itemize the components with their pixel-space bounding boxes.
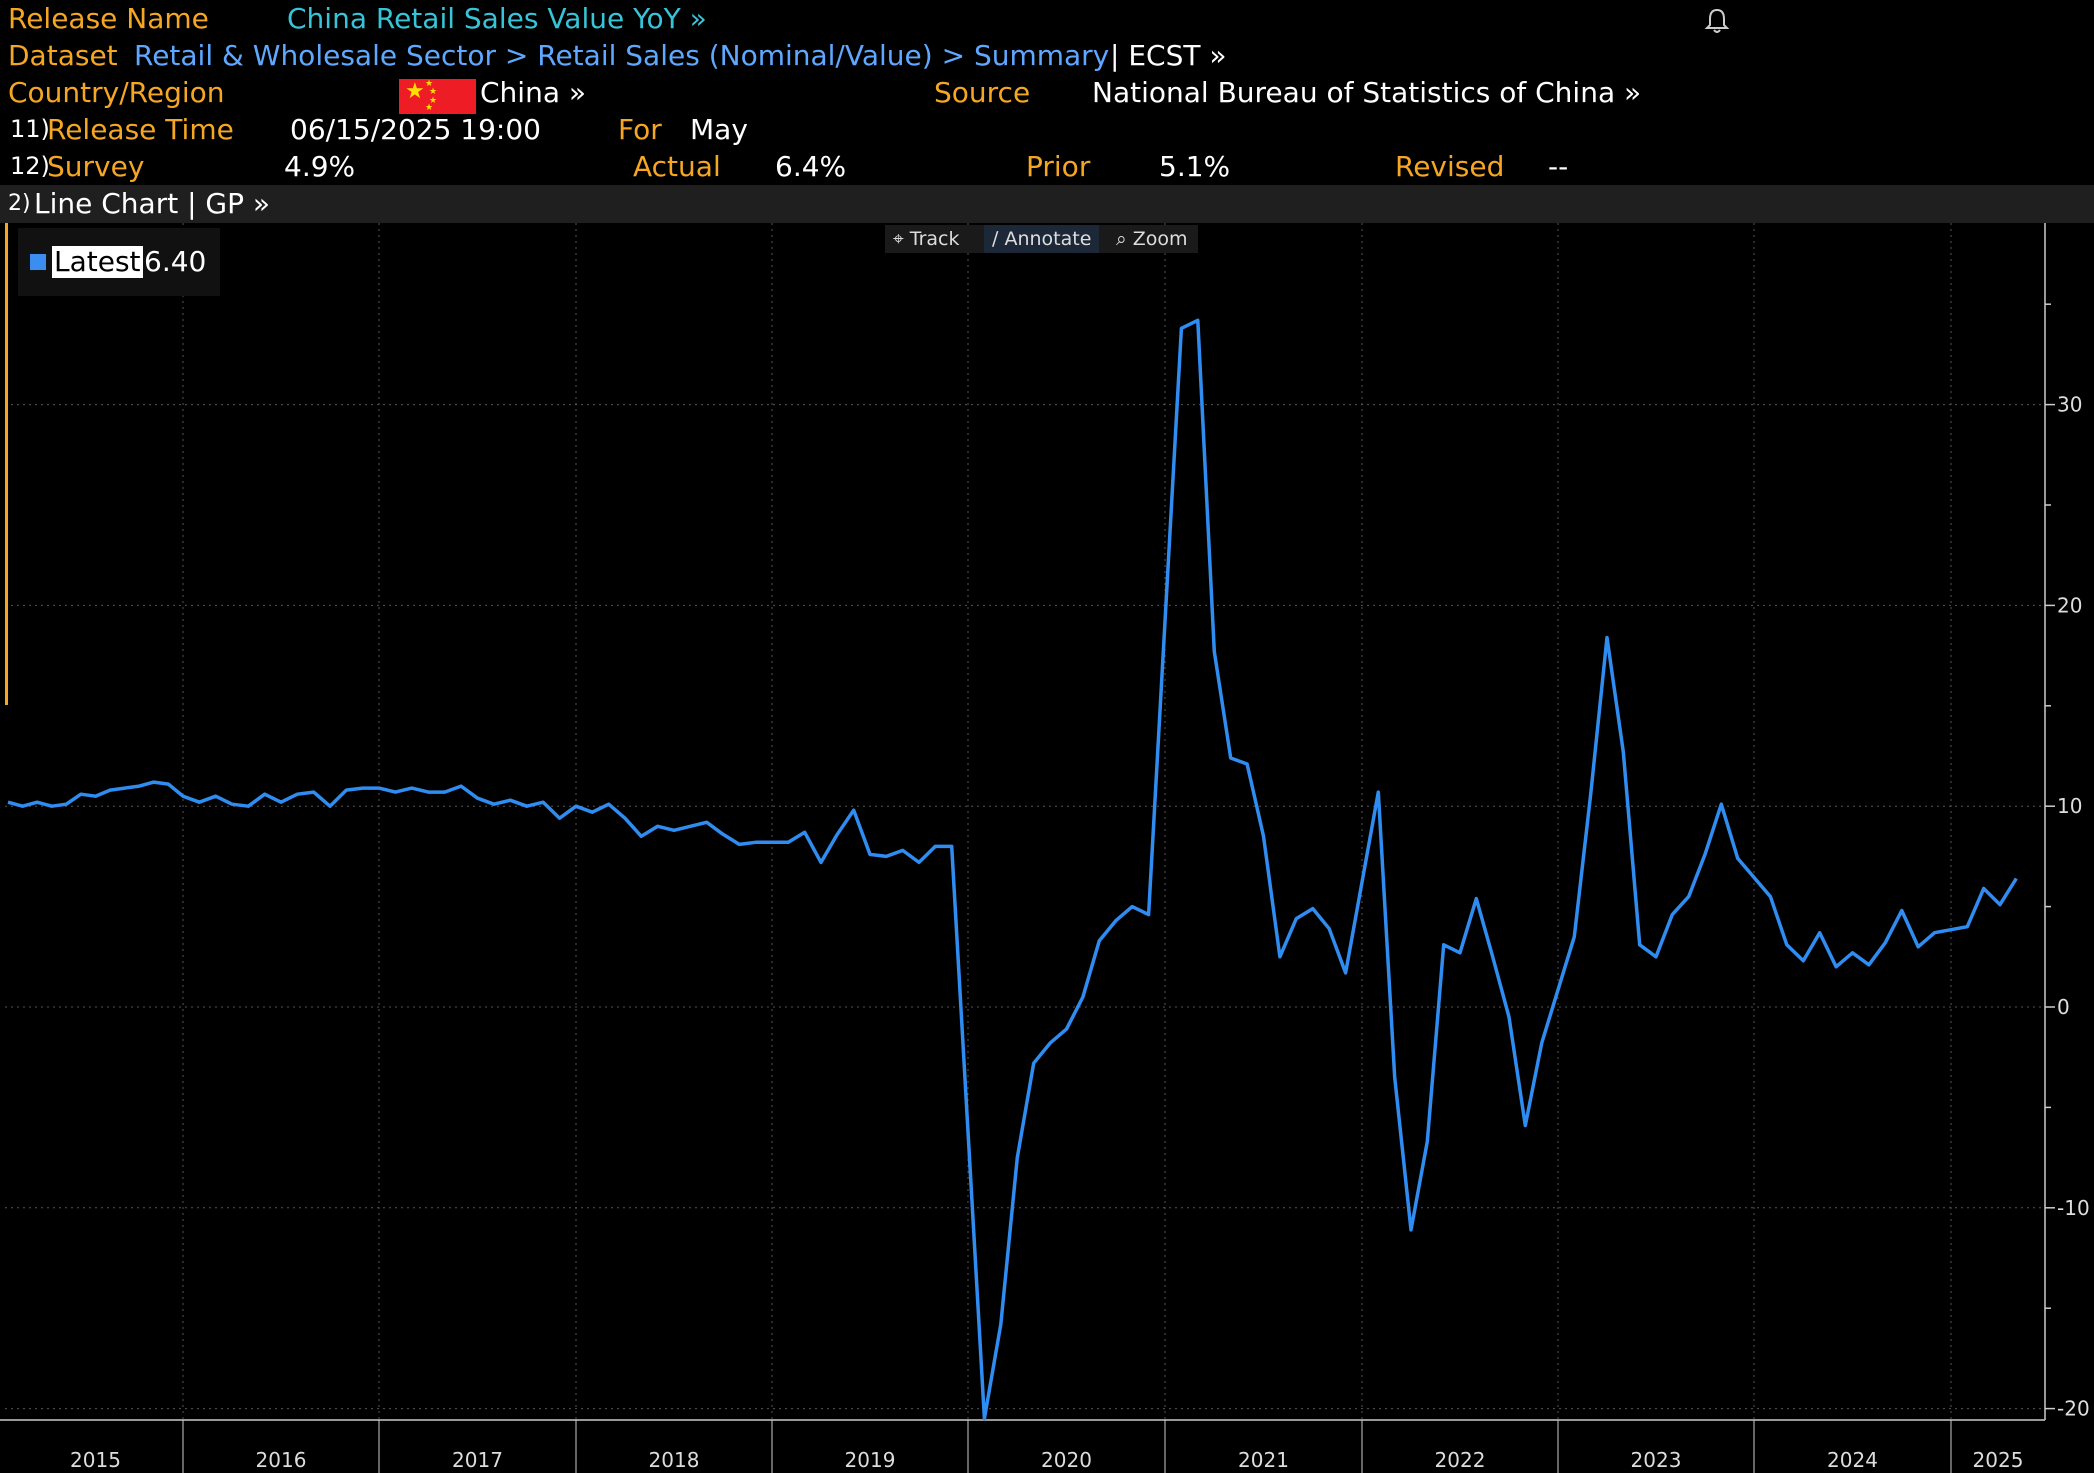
legend-swatch (30, 254, 46, 270)
dataset-row: Dataset Retail & Wholesale Sector > Reta… (0, 37, 2094, 74)
track-button[interactable]: ⌖ Track (885, 225, 967, 253)
chart-type-number[interactable]: 2) (8, 191, 31, 216)
zoom-label: Zoom (1132, 228, 1188, 250)
chart-controls: ⌖ Track ∕ Annotate ⌕ Zoom (885, 225, 1198, 253)
release-name-row: Release Name China Retail Sales Value Yo… (0, 0, 2094, 37)
dataset-path-link[interactable]: Retail & Wholesale Sector > Retail Sales… (134, 39, 1110, 72)
series-line-latest (7, 318, 2018, 1421)
annotate-button[interactable]: ∕ Annotate (984, 225, 1100, 253)
dataset-suffix-link[interactable]: | ECST » (1110, 39, 1227, 72)
release-name-link[interactable]: China Retail Sales Value YoY » (287, 2, 707, 35)
release-time-label[interactable]: Release Time (47, 113, 234, 146)
y-tick-label: 30 (2057, 393, 2082, 417)
prior-label: Prior (1026, 150, 1091, 183)
actual-label: Actual (633, 150, 721, 183)
revised-value: -- (1548, 150, 1569, 183)
x-tick-label: 2022 (1435, 1448, 1486, 1472)
country-row: Country/Region ★ ★ ★ ★ ★ China » Source … (0, 74, 2094, 114)
survey-value: 4.9% (284, 150, 356, 183)
legend-series-name: Latest (52, 245, 143, 278)
x-tick-label: 2015 (70, 1448, 121, 1472)
x-tick-label: 2024 (1827, 1448, 1878, 1472)
prior-value: 5.1% (1159, 150, 1231, 183)
x-tick-label: 2017 (452, 1448, 503, 1472)
chart-toolbar: 2) Line Chart | GP » (0, 185, 2094, 223)
magnifier-icon: ⌕ (1116, 228, 1127, 250)
y-tick-label: 0 (2057, 995, 2070, 1019)
revised-label: Revised (1395, 150, 1505, 183)
y-tick-label: -10 (2057, 1196, 2090, 1220)
annotate-label: Annotate (1004, 228, 1092, 250)
track-label: Track (909, 228, 960, 250)
x-tick-label: 2020 (1041, 1448, 1092, 1472)
legend-series-value: 6.40 (144, 245, 207, 278)
x-tick-label: 2018 (649, 1448, 700, 1472)
survey-row: 12) Survey 4.9% Actual 6.4% Prior 5.1% R… (0, 148, 2094, 185)
dataset-label: Dataset (8, 39, 118, 72)
bell-icon[interactable] (1702, 6, 1732, 36)
survey-number[interactable]: 12) (10, 152, 50, 180)
release-time-value: 06/15/2025 19:00 (290, 113, 541, 146)
for-value: May (690, 113, 748, 146)
y-tick-label: -20 (2057, 1397, 2090, 1421)
country-link[interactable]: China » (480, 76, 587, 109)
release-time-row: 11) Release Time 06/15/2025 19:00 For Ma… (0, 111, 2094, 148)
x-tick-label: 2019 (845, 1448, 896, 1472)
y-tick-label: 10 (2057, 794, 2082, 818)
chart-legend[interactable]: Latest 6.40 (18, 228, 220, 296)
for-label: For (618, 113, 662, 146)
china-flag-icon: ★ ★ ★ ★ ★ (399, 79, 476, 114)
x-tick-label: 2021 (1238, 1448, 1289, 1472)
chart-type-menu[interactable]: Line Chart | GP » (34, 187, 271, 220)
x-tick-label: 2023 (1631, 1448, 1682, 1472)
release-time-number[interactable]: 11) (10, 115, 50, 143)
release-name-label: Release Name (8, 2, 209, 35)
x-tick-label: 2016 (256, 1448, 307, 1472)
actual-value: 6.4% (775, 150, 847, 183)
survey-label[interactable]: Survey (47, 150, 145, 183)
country-label: Country/Region (8, 76, 225, 109)
crosshair-icon: ⌖ (893, 228, 904, 250)
pencil-icon: ∕ (992, 228, 999, 250)
source-label: Source (934, 76, 1031, 109)
source-link[interactable]: National Bureau of Statistics of China » (1092, 76, 1642, 109)
y-tick-label: 20 (2057, 593, 2082, 617)
line-chart[interactable]: 30 20 10 0 -10 -20 2015 2016 2017 2018 2019 2020 202… (0, 223, 2094, 1473)
zoom-button[interactable]: ⌕ Zoom (1108, 225, 1195, 253)
x-tick-label: 2025 (1973, 1448, 2024, 1472)
left-accent-bar (5, 223, 8, 705)
